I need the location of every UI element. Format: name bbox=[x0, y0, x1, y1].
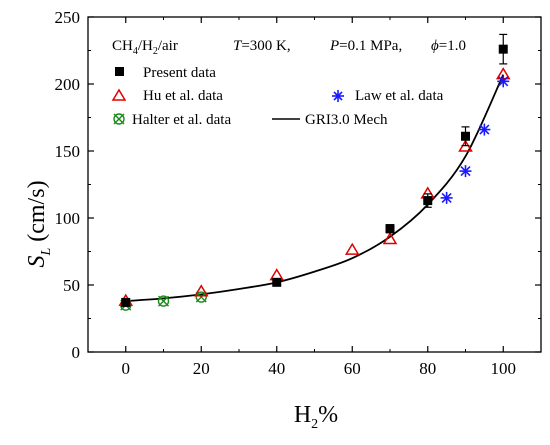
temperature-annotation: T=300 K, bbox=[233, 38, 291, 54]
present-marker bbox=[423, 196, 433, 206]
law-marker-stroke bbox=[460, 166, 471, 177]
halter-marker-cross bbox=[195, 291, 207, 303]
legend-marker-halter-data bbox=[113, 113, 125, 125]
y-tick-label: 50 bbox=[63, 276, 80, 295]
hu-data-point bbox=[382, 231, 398, 245]
law-data-point bbox=[497, 75, 510, 88]
law-data-point bbox=[478, 123, 491, 136]
present-data-point bbox=[498, 33, 508, 65]
legend-marker-hu-data bbox=[111, 88, 127, 101]
halter-marker-circle bbox=[157, 295, 170, 307]
y-tick-label: 150 bbox=[55, 142, 81, 161]
gri-mech-curve bbox=[125, 74, 505, 302]
y-axis-title: SL (cm/s) bbox=[24, 180, 54, 267]
legend-marker-law-data bbox=[332, 90, 344, 102]
x-tick-label: 80 bbox=[419, 359, 436, 378]
y-tick-label: 0 bbox=[72, 343, 81, 362]
pressure-annotation: P=0.1 MPa, bbox=[329, 38, 402, 54]
present-marker bbox=[272, 277, 282, 287]
legend-label-law-data: Law et al. data bbox=[355, 88, 444, 104]
x-tick-label: 40 bbox=[268, 359, 285, 378]
present-data-point bbox=[385, 224, 395, 234]
legend-label-hu-data: Hu et al. data bbox=[143, 88, 223, 104]
present-marker bbox=[385, 224, 395, 234]
present-marker bbox=[121, 297, 131, 307]
law-marker-stroke bbox=[498, 76, 509, 87]
halter-data-point bbox=[157, 295, 170, 307]
legend-marker-present-data bbox=[115, 67, 124, 76]
equivalence-ratio-annotation: ϕ=1.0 bbox=[431, 38, 466, 54]
halter-data-point bbox=[195, 291, 207, 303]
hu-data-point bbox=[193, 284, 209, 297]
legend-label-present-data: Present data bbox=[143, 65, 216, 81]
x-tick-label: 0 bbox=[122, 359, 131, 378]
axes: 0 20 40 60 80 100 0 50 100 150 200 250 bbox=[55, 8, 542, 378]
law-data-point bbox=[459, 165, 472, 178]
y-tick-label: 100 bbox=[55, 209, 81, 228]
present-data-point bbox=[121, 297, 131, 307]
conditions-annotation: CH4/H2/air bbox=[112, 38, 178, 57]
law-data-point bbox=[440, 191, 453, 204]
present-marker bbox=[498, 44, 508, 54]
hu-data-point bbox=[344, 242, 360, 255]
x-axis-title: H2% bbox=[294, 402, 338, 432]
y-tick-label: 200 bbox=[55, 75, 81, 94]
x-tick-label: 20 bbox=[193, 359, 210, 378]
legend: Present data Hu et al. data Law et al. d… bbox=[111, 65, 444, 128]
present-data-point bbox=[461, 126, 470, 147]
present-data-point bbox=[423, 193, 433, 208]
plot-area bbox=[118, 33, 511, 311]
present-marker bbox=[461, 131, 470, 141]
x-tick-label: 60 bbox=[344, 359, 361, 378]
halter-marker-cross bbox=[158, 295, 169, 307]
x-tick-label: 100 bbox=[491, 359, 517, 378]
law-marker-stroke bbox=[479, 124, 490, 135]
law-marker-stroke bbox=[441, 192, 452, 203]
present-data-point bbox=[272, 277, 282, 287]
halter-marker-circle bbox=[195, 291, 207, 303]
mixture-label: CH bbox=[112, 38, 133, 54]
legend-label-halter-data: Halter et al. data bbox=[132, 112, 231, 128]
y-tick-label: 250 bbox=[55, 8, 81, 27]
legend-label-gri-mech: GRI3.0 Mech bbox=[305, 112, 388, 128]
